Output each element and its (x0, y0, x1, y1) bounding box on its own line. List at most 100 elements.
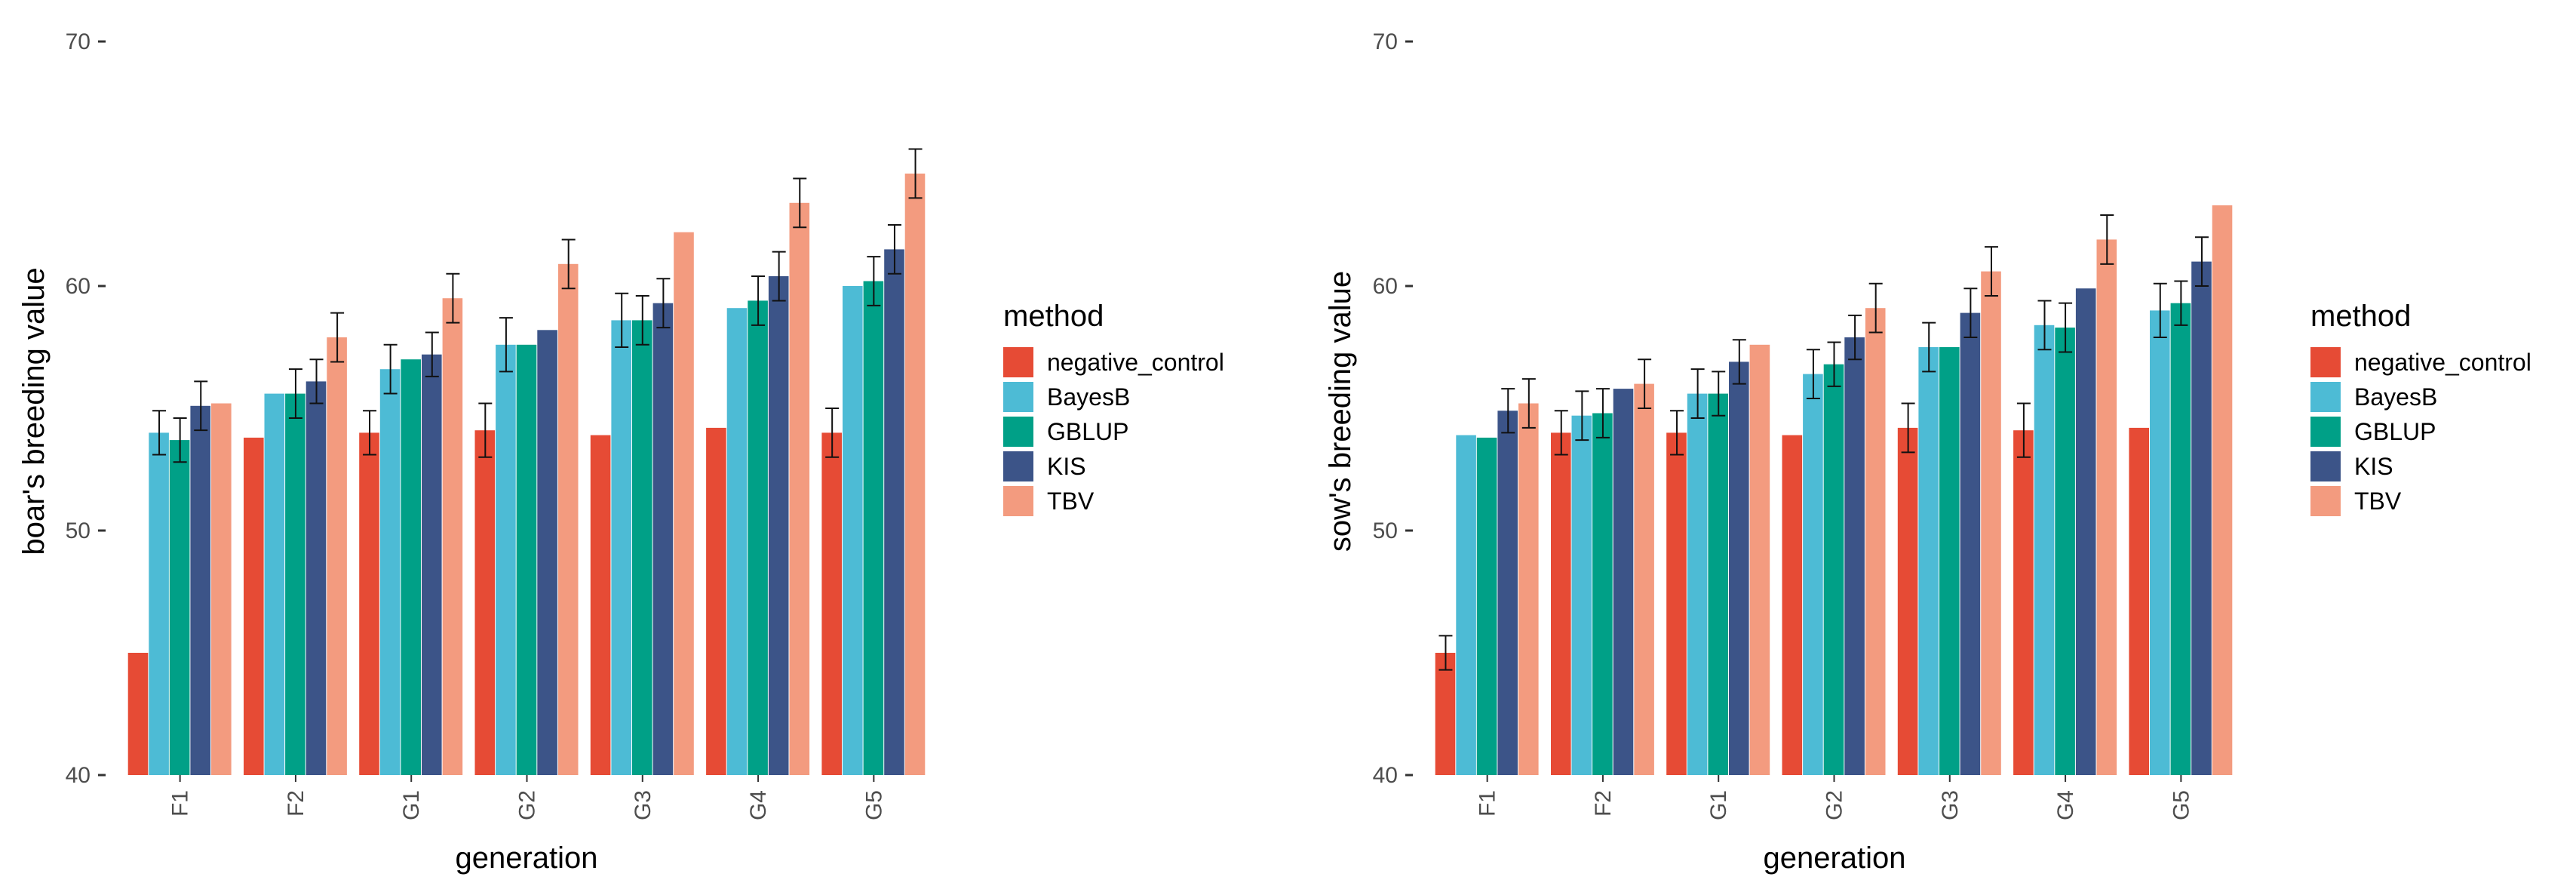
boar-bar-KIS-F1 (190, 405, 210, 775)
sow-bar-GBLUP-G2 (1823, 364, 1844, 775)
boar-legend-label: KIS (1047, 453, 1086, 480)
boar-x-tick-label: F2 (284, 790, 309, 817)
sow-errorbar-BayesB-G2 (1806, 349, 1820, 400)
sow-bar-GBLUP-G1 (1708, 393, 1728, 775)
sow-bar-KIS-G1 (1729, 361, 1749, 775)
sow-errorbar-negative_control-F2 (1554, 410, 1568, 456)
sow-bar-negative_control-G5 (2129, 427, 2149, 775)
sow-errorbar-BayesB-G1 (1690, 368, 1705, 419)
sow-bar-BayesB-F2 (1571, 415, 1592, 775)
boar-errorbar-BayesB-F1 (152, 410, 167, 456)
boar-errorbar-negative_control-G5 (825, 408, 840, 458)
sow-errorbar-BayesB-G3 (1922, 321, 1936, 373)
boar-errorbar-BayesB-G3 (615, 292, 629, 348)
sow-chart-panel: 40 50 60 70 F1 F2 G1 G2 G3 G4 G5 sow's breeding v… (1324, 29, 2531, 875)
sow-bar-GBLUP-G4 (2055, 328, 2075, 776)
sow-errorbar-GBLUP-G4 (2059, 302, 2073, 353)
sow-errorbar-GBLUP-G5 (2174, 280, 2188, 326)
boar-legend-item-BayesB: BayesB (1003, 382, 1130, 412)
boar-errorbar-TBV-G4 (793, 177, 807, 229)
sow-bar-TBV-G5 (2212, 205, 2233, 776)
sow-bar-BayesB-G2 (1803, 374, 1823, 776)
boar-errorbar-BayesB-G2 (499, 317, 513, 373)
boar-errorbar-KIS-G3 (656, 278, 671, 329)
sow-legend-item-GBLUP: GBLUP (2310, 417, 2436, 447)
boar-bar-negative_control-F1 (127, 653, 149, 775)
boar-bar-TBV-G2 (557, 263, 579, 775)
boar-bar-GBLUP-G1 (401, 359, 421, 775)
boar-legend-label: GBLUP (1047, 418, 1128, 445)
sow-y-axis: 40 50 60 70 (1373, 29, 1413, 788)
boar-bar-GBLUP-F2 (285, 393, 305, 775)
sow-bar-KIS-G2 (1844, 337, 1865, 775)
boar-bar-TBV-G1 (442, 298, 463, 775)
boar-y-tick-label: 60 (66, 274, 91, 299)
sow-errorbar-negative_control-G1 (1670, 410, 1684, 456)
sow-errorbar-TBV-F2 (1638, 358, 1652, 409)
sow-bar-BayesB-G4 (2034, 325, 2055, 775)
boar-x-tick-label: G1 (399, 790, 424, 820)
sow-errorbar-GBLUP-G1 (1712, 371, 1726, 417)
sow-bar-negative_control-G1 (1666, 432, 1687, 775)
boar-errorbar-KIS-F1 (194, 380, 208, 432)
boar-bar-BayesB-G2 (496, 344, 516, 775)
boar-bar-KIS-F2 (305, 381, 327, 775)
sow-errorbar-TBV-G4 (2100, 214, 2114, 265)
sow-bar-BayesB-F1 (1456, 435, 1476, 775)
sow-x-tick-label: G3 (1938, 790, 1963, 820)
boar-legend-swatch (1003, 486, 1033, 516)
boar-bar-negative_control-F2 (244, 437, 264, 775)
sow-bar-BayesB-G5 (2150, 310, 2170, 775)
sow-x-tick-label: G4 (2053, 790, 2078, 820)
sow-legend-swatch (2310, 417, 2341, 447)
sow-legend-label: negative_control (2354, 349, 2531, 376)
sow-legend-title: method (2310, 300, 2411, 333)
sow-errorbar-TBV-F1 (1521, 378, 1536, 429)
boar-errorbar-GBLUP-G5 (867, 256, 881, 306)
sow-errorbar-KIS-G1 (1732, 339, 1746, 385)
sow-legend-item-TBV: TBV (2310, 486, 2402, 516)
sow-bar-KIS-G3 (1960, 312, 1981, 776)
sow-plot-area (1435, 205, 2233, 776)
sow-y-tick-label: 40 (1373, 763, 1398, 788)
boar-bar-GBLUP-G5 (863, 281, 884, 775)
boar-legend-item-TBV: TBV (1003, 486, 1095, 516)
boar-errorbar-GBLUP-F2 (288, 368, 302, 419)
sow-bar-BayesB-G1 (1687, 393, 1708, 775)
sow-x-tick-label: G5 (2169, 790, 2194, 820)
sow-legend-item-KIS: KIS (2310, 451, 2393, 481)
boar-bar-TBV-G3 (674, 232, 694, 775)
boar-x-axis: F1 F2 G1 G2 G3 G4 G5 (168, 775, 886, 820)
boar-legend-item-KIS: KIS (1003, 451, 1086, 481)
sow-bar-negative_control-G2 (1782, 435, 1803, 775)
boar-bar-TBV-G5 (904, 174, 926, 775)
boar-errorbar-TBV-G5 (908, 148, 923, 199)
boar-bar-negative_control-G2 (474, 430, 496, 775)
sow-errorbar-GBLUP-G2 (1827, 341, 1841, 387)
boar-errorbar-BayesB-G1 (383, 343, 398, 395)
boar-x-tick-label: G5 (861, 790, 886, 820)
boar-y-tick-label: 70 (66, 29, 91, 54)
boar-legend-swatch (1003, 347, 1033, 377)
boar-legend-label: BayesB (1047, 383, 1130, 411)
boar-x-tick-label: G4 (746, 790, 771, 820)
sow-bar-negative_control-F1 (1435, 653, 1456, 775)
boar-plot-area (127, 148, 926, 775)
sow-errorbar-BayesB-F2 (1575, 390, 1589, 441)
boar-bar-negative_control-G3 (590, 435, 611, 775)
boar-legend-swatch (1003, 382, 1033, 412)
boar-errorbar-KIS-G4 (772, 251, 786, 302)
boar-bar-BayesB-G4 (726, 308, 748, 775)
sow-x-tick-label: F1 (1475, 790, 1500, 817)
sow-bar-GBLUP-F2 (1592, 413, 1613, 775)
sow-bar-negative_control-G4 (2013, 430, 2034, 775)
boar-chart-panel: 40 50 60 70 F1 F2 G1 G2 G3 G4 G5 boar's breeding … (17, 29, 1224, 875)
sow-x-tick-label: G2 (1822, 790, 1847, 820)
sow-legend-item-negative_control: negative_control (2310, 347, 2531, 377)
boar-errorbar-GBLUP-F1 (173, 417, 187, 463)
boar-errorbar-KIS-F2 (309, 358, 324, 405)
sow-legend-swatch (2310, 347, 2341, 377)
boar-errorbar-GBLUP-G4 (751, 275, 766, 326)
boar-bar-BayesB-F2 (264, 393, 285, 775)
sow-y-tick-label: 70 (1373, 29, 1398, 54)
